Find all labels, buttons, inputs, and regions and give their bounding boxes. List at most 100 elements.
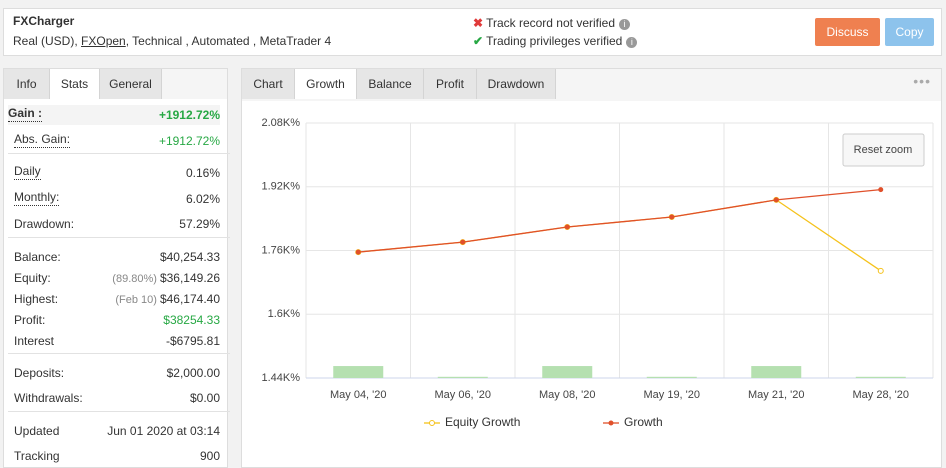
point: [460, 239, 466, 245]
stat-note: (89.80%): [112, 272, 157, 285]
verification: ✖ Track record not verified i ✔ Trading priv…: [473, 14, 638, 50]
stat-label: Balance:: [14, 249, 61, 264]
system-name: FXCharger: [13, 14, 75, 28]
stat-label: Withdrawals:: [14, 391, 83, 405]
stat-row: Highest: (Feb 10) $46,174.40: [14, 289, 220, 309]
broker-link[interactable]: FXOpen: [81, 34, 126, 48]
legend-marker: [608, 420, 614, 426]
point: [773, 197, 779, 203]
stat-value: $0.00: [189, 391, 220, 405]
x-tick-label: May 21, '20: [748, 389, 805, 401]
menu-dots[interactable]: •••: [913, 73, 931, 89]
system-tags: , Technical , Automated , MetaTrader 4: [125, 34, 332, 48]
stat-value: $38254.33: [163, 312, 220, 327]
tab[interactable]: Profit: [424, 69, 477, 99]
reset-zoom-button[interactable]: Reset zoom: [842, 133, 925, 167]
stat-label: Tracking: [14, 449, 60, 463]
stat-value-wrap: $40,254.33: [160, 247, 220, 267]
stat-label: Deposits:: [14, 365, 65, 380]
check-text: Trading privileges verified: [486, 34, 623, 48]
stat-row: Interest -$6795.81: [14, 331, 220, 351]
button[interactable]: Discuss: [815, 18, 880, 46]
stat-row: Updated Jun 01 2020 at 03:14: [14, 421, 220, 441]
bar: [855, 376, 906, 378]
y-tick-label: 2.08K%: [261, 117, 300, 129]
stat-label: Daily: [14, 164, 41, 180]
x-tick-label: May 19, '20: [643, 389, 700, 401]
stat-row: Withdrawals: $0.00: [14, 388, 220, 408]
stat-value: $2,000.00: [166, 365, 220, 380]
stat-value-wrap: 57.29%: [179, 214, 220, 234]
x-tick-label: May 04, '20: [330, 389, 387, 401]
stat-value-wrap: (89.80%) $36,149.26: [112, 268, 220, 289]
y-tick-label: 1.76K%: [261, 244, 300, 256]
stat-label: Highest:: [14, 291, 59, 306]
stat-note: (Feb 10): [115, 293, 157, 306]
stat-value-wrap: +1912.72%: [159, 131, 220, 151]
stat-row: Balance: $40,254.33: [14, 247, 220, 267]
stat-label: Updated: [14, 423, 60, 438]
stat-value-wrap: $2,000.00: [167, 363, 220, 383]
stat-value: -$6795.81: [165, 333, 220, 348]
tab[interactable]: Chart: [242, 69, 295, 99]
stat-value-wrap: +1912.72%: [159, 105, 220, 125]
stat-row: Monthly: 6.02%: [14, 189, 220, 209]
stat-value: +1912.72%: [158, 133, 220, 148]
stat-value-wrap: 0.16%: [186, 163, 220, 183]
info-icon: i: [626, 37, 638, 48]
series-line: [358, 189, 881, 253]
legend-label: Growth: [624, 415, 663, 429]
stat-value-wrap: 6.02%: [186, 189, 220, 209]
stat-row: Deposits: $2,000.00: [14, 363, 220, 383]
point: [355, 249, 361, 255]
button[interactable]: Copy: [885, 18, 934, 46]
point: [877, 267, 884, 274]
tab[interactable]: Drawdown: [477, 69, 556, 99]
stat-label: Gain :: [8, 106, 43, 122]
point: [878, 187, 884, 193]
bar: [751, 366, 802, 378]
bar: [333, 366, 384, 378]
stat-value: 57.29%: [179, 217, 220, 231]
stat-value: $40,254.33: [159, 249, 220, 264]
separator: [8, 153, 230, 154]
tab[interactable]: Stats: [50, 69, 100, 99]
stat-label: Interest: [14, 333, 55, 348]
stat-value-wrap: 900: [200, 446, 220, 466]
tab[interactable]: Growth: [295, 69, 357, 99]
stat-value: 900: [199, 449, 220, 463]
bar: [646, 376, 697, 378]
reset-zoom-label[interactable]: Reset zoom: [854, 144, 913, 156]
tab[interactable]: Info: [4, 69, 50, 99]
stat-label: Profit:: [14, 312, 46, 327]
system-info: Real (USD), FXOpen, Technical , Automate…: [13, 34, 331, 48]
tab[interactable]: Balance: [357, 69, 424, 99]
legend-label: Equity Growth: [445, 415, 520, 429]
stat-value: Jun 01 2020 at 03:14: [107, 423, 220, 438]
stat-row: Profit: $38254.33: [14, 310, 220, 330]
stat-value: $46,174.40: [159, 291, 220, 306]
bar: [437, 376, 488, 378]
tab[interactable]: General: [100, 69, 162, 99]
y-tick-label: 1.92K%: [261, 181, 300, 193]
stat-row: Abs. Gain: +1912.72%: [14, 131, 220, 151]
point: [669, 214, 675, 220]
x-tick-label: May 06, '20: [434, 389, 491, 401]
stats-tabs: Info Stats General: [4, 69, 227, 99]
stat-value-wrap: (Feb 10) $46,174.40: [115, 289, 220, 310]
stat-label: Monthly:: [14, 189, 60, 206]
stat-row: Drawdown: 57.29%: [14, 214, 220, 234]
check-icon: ✔: [473, 34, 484, 48]
stat-row: Gain : +1912.72%: [8, 105, 220, 125]
stat-label: Drawdown:: [14, 217, 75, 231]
stat-value: $36,149.26: [159, 270, 220, 285]
account-type: Real (USD),: [13, 34, 78, 48]
info-icon: i: [619, 19, 630, 30]
stat-value-wrap: $0.00: [190, 388, 220, 408]
stats-panel: Info Stats General Gain : +1912.72% Abs. Gai…: [3, 68, 230, 468]
separator: [8, 410, 230, 412]
reset-zoom-box[interactable]: [842, 133, 925, 167]
stat-row: Equity: (89.80%) $36,149.26: [14, 268, 220, 288]
